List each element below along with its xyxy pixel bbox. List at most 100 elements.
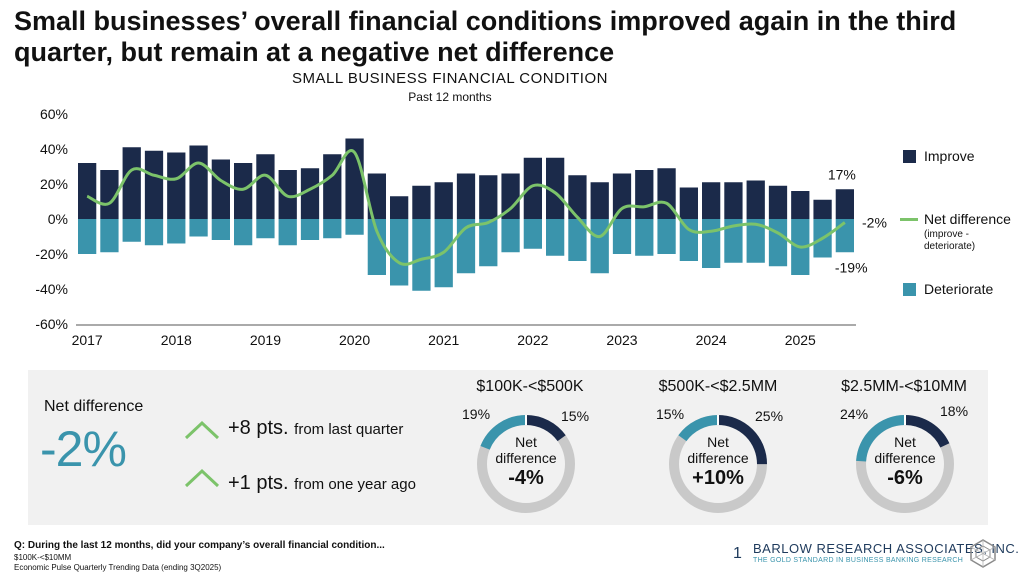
improve-bar [211, 159, 230, 219]
improve-bar [278, 170, 297, 219]
deteriorate-bar [501, 219, 520, 253]
improve-bar [724, 182, 743, 219]
legend-improve-swatch [903, 150, 916, 163]
donut-2-center: Net difference +10% [668, 434, 768, 490]
x-tick-label: 2023 [606, 332, 637, 348]
deteriorate-bar [746, 219, 765, 263]
deteriorate-bar [234, 219, 253, 246]
donut-1-center-2: difference [495, 450, 557, 466]
improve-bar [390, 196, 409, 219]
change-year-pts: +1 pts. [228, 472, 289, 494]
brand-logo-icon [970, 539, 996, 568]
improve-bar [345, 138, 364, 219]
legend-net-swatch [900, 218, 918, 221]
donut-3-net: -6% [887, 467, 923, 489]
deteriorate-bar [78, 219, 97, 254]
deteriorate-bar [768, 219, 788, 267]
improve-bar [122, 147, 141, 219]
improve-bar [100, 170, 119, 219]
footer-source: Economic Pulse Quarterly Trending Data (… [14, 563, 222, 572]
x-tick-label: 2022 [517, 332, 548, 348]
improve-end-label: 17% [828, 166, 856, 182]
deteriorate-bar [412, 219, 431, 291]
donut-2-title: $500K-<$2.5MM [658, 378, 778, 395]
improve-bar [434, 182, 453, 219]
brand-name: BARLOW RESEARCH ASSOCIATES, INC. [753, 541, 1020, 556]
improve-bar [501, 173, 520, 219]
donut-chart-3 [856, 415, 954, 513]
donut-3-center-1: Net [894, 434, 916, 450]
deteriorate-bar [211, 219, 230, 240]
improve-bar [479, 175, 498, 219]
improve-bar [412, 185, 431, 219]
financial-condition-chart: 60% 40% 20% 0% -20% -40% -60%2017 2018 2019 2020 2… [35, 106, 887, 348]
y-tick-label: -40% [35, 281, 68, 297]
improve-bar [234, 163, 253, 219]
y-tick-label: 20% [40, 176, 68, 192]
deteriorate-bar [590, 219, 609, 274]
improve-bar [167, 152, 186, 219]
legend-net-note-2: deteriorate) [924, 241, 976, 252]
deteriorate-bar [612, 219, 632, 254]
summary-net-label: Net difference [44, 398, 144, 415]
x-tick-label: 2020 [339, 332, 370, 348]
donut-3-center-2: difference [874, 450, 936, 466]
x-tick-label: 2018 [161, 332, 192, 348]
donut-chart-2 [669, 414, 768, 513]
improve-bar [679, 187, 698, 219]
donut-1-deteriorate-label: 19% [462, 406, 491, 422]
up-chevron-icon [184, 468, 220, 488]
deteriorate-end-label: -19% [835, 259, 868, 275]
up-chevron-icon [184, 420, 220, 440]
improve-bar [835, 189, 854, 219]
improve-bar [590, 182, 609, 219]
change-quarter-pts: +8 pts. [228, 417, 289, 439]
brand-tagline: THE GOLD STANDARD IN BUSINESS BANKING RE… [753, 557, 964, 564]
improve-bar [300, 168, 320, 219]
improve-bar [256, 154, 275, 219]
donut-2-net: +10% [692, 467, 744, 489]
deteriorate-bar [679, 219, 698, 261]
donut-2-center-2: difference [687, 450, 749, 466]
deteriorate-bar [300, 219, 320, 240]
improve-bar [78, 163, 97, 219]
donut-3-center: Net difference -6% [855, 434, 955, 490]
donut-3-title: $2.5MM-<$10MM [841, 378, 967, 395]
y-tick-label: -60% [35, 316, 68, 332]
legend-deteriorate-swatch [903, 283, 916, 296]
donut-1-center: Net difference -4% [476, 434, 576, 490]
deteriorate-bar [144, 219, 164, 246]
x-tick-label: 2025 [785, 332, 816, 348]
legend-deteriorate-label: Deteriorate [924, 281, 994, 297]
legend-improve-label: Improve [924, 148, 975, 164]
x-tick-label: 2021 [428, 332, 459, 348]
deteriorate-bar [122, 219, 141, 242]
improve-bar [568, 175, 587, 219]
improve-bar [367, 173, 386, 219]
deteriorate-bar [323, 219, 342, 239]
improve-bar [523, 157, 542, 219]
deteriorate-bar [568, 219, 587, 261]
deteriorate-bar [256, 219, 275, 239]
deteriorate-bar [367, 219, 386, 275]
deteriorate-bar [390, 219, 409, 286]
x-tick-label: 2019 [250, 332, 281, 348]
net-difference-line [86, 149, 846, 266]
donut-3-deteriorate-label: 24% [840, 406, 869, 422]
summary-net-value: -2% [40, 421, 127, 477]
deteriorate-bar [635, 219, 654, 256]
change-year-text: from one year ago [294, 476, 416, 493]
deteriorate-bar [278, 219, 297, 246]
chart-title: SMALL BUSINESS FINANCIAL CONDITION [292, 70, 608, 87]
donut-chart-1 [477, 415, 575, 513]
improve-bar [768, 185, 788, 219]
deteriorate-bar [345, 219, 364, 235]
deteriorate-bar [724, 219, 743, 263]
improve-bar [144, 150, 164, 219]
headline: Small businesses’ overall financial cond… [14, 6, 957, 67]
deteriorate-bar [702, 219, 721, 268]
change-quarter: +8 pts. from last quarter [228, 417, 403, 440]
improve-bar [702, 182, 721, 219]
deteriorate-bar [100, 219, 119, 253]
improve-bar [635, 170, 654, 219]
